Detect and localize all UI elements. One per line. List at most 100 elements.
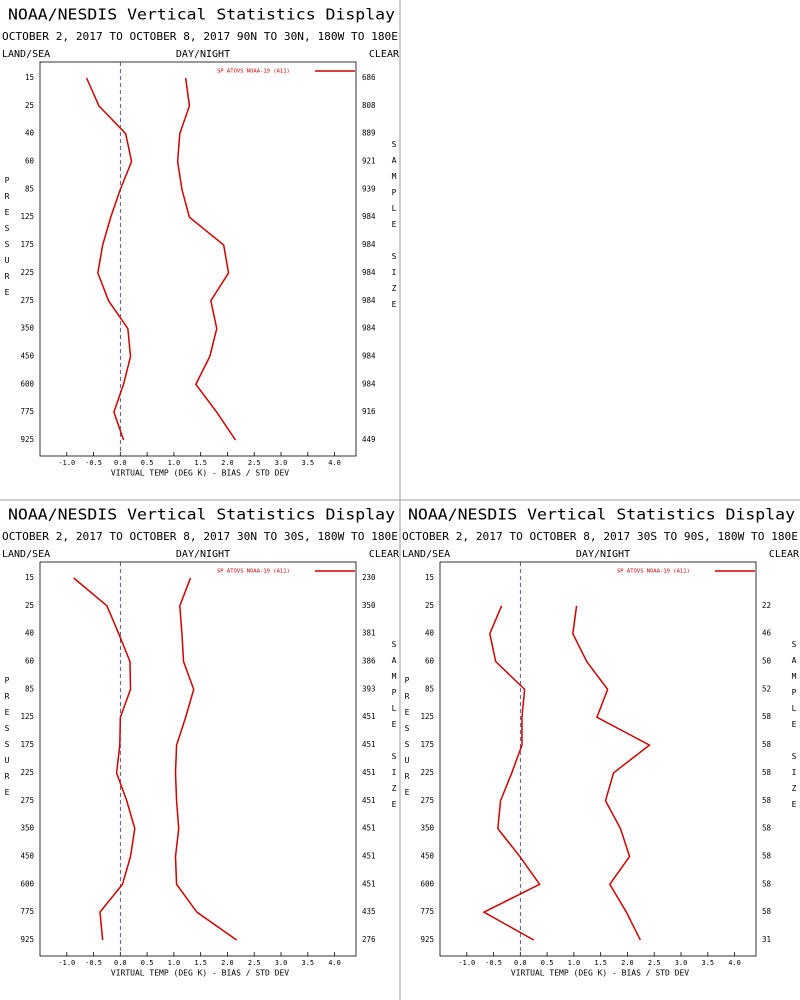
sample-size: 451 [362,796,376,805]
pressure-label: 175 [20,240,34,249]
x-tick-label: 3.0 [275,959,288,967]
pressure-label: 40 [25,629,35,638]
x-tick-label: 3.0 [675,959,688,967]
std-dev-line [174,577,237,941]
sample-size: 451 [362,768,376,777]
y2-axis-label: SAMPLE SIZE [390,140,399,316]
sample-size: 451 [362,824,376,833]
x-tick-label: 1.5 [594,959,607,967]
x-tick-label: -0.5 [85,459,102,467]
pressure-label: 600 [20,379,34,388]
x-tick-label: 2.0 [221,959,234,967]
pressure-label: 25 [25,101,34,110]
sample-size: 984 [362,379,376,388]
pressure-label: 85 [425,684,434,693]
x-tick-label: 2.5 [648,959,661,967]
x-tick-label: -1.0 [58,959,75,967]
sample-size: 386 [362,657,376,666]
x-tick-label: 1.5 [194,959,207,967]
plot-frame [39,61,357,457]
day-night-label: DAY/NIGHT [176,549,230,560]
pressure-label: 275 [420,796,434,805]
pressure-label: 600 [420,879,434,888]
sample-size: 58 [762,712,772,721]
plot-frame [39,561,357,957]
pressure-label: 60 [425,657,435,666]
plot-frame [439,561,757,957]
sample-size: 52 [762,684,771,693]
pressure-label: 225 [420,768,434,777]
sample-size: 276 [362,935,376,944]
sample-size: 22 [762,601,771,610]
pressure-label: 175 [420,740,434,749]
land-sea-label: LAND/SEA [402,549,450,560]
x-tick-label: 1.0 [168,959,181,967]
sample-size: 58 [762,824,772,833]
pressure-label: 350 [20,824,34,833]
sample-size: 393 [362,684,376,693]
x-axis-label: VIRTUAL TEMP (DEG K) - BIAS / STD DEV [111,469,289,478]
pressure-label: 60 [25,157,35,166]
x-tick-label: 0.0 [514,959,527,967]
sample-size: 451 [362,712,376,721]
chart-subtitle: OCTOBER 2, 2017 TO OCTOBER 8, 2017 90N T… [2,31,398,43]
sample-size: 939 [362,184,376,193]
sample-size: 58 [762,851,772,860]
x-tick-label: 2.0 [221,459,234,467]
x-tick-label: 0.0 [114,959,127,967]
legend-label: SP ATOVS NOAA-19 (A11) [217,69,290,75]
x-tick-label: 0.5 [141,459,154,467]
y-axis-label: PRESSURE [3,176,12,304]
x-tick-label: 3.0 [275,459,288,467]
x-tick-label: -0.5 [485,959,502,967]
pressure-label: 775 [20,907,34,916]
chart-subtitle: OCTOBER 2, 2017 TO OCTOBER 8, 2017 30S T… [402,531,798,543]
sample-size: 984 [362,351,376,360]
y2-axis-label: SAMPLE SIZE [790,640,799,816]
pressure-label: 125 [420,712,434,721]
land-sea-label: LAND/SEA [2,549,50,560]
pressure-label: 175 [20,740,34,749]
bias-line [85,77,133,441]
pressure-label: 60 [25,657,35,666]
y-axis-label: PRESSURE [403,676,412,804]
sample-size: 381 [362,629,376,638]
pressure-label: 225 [20,768,34,777]
bias-line [73,577,136,941]
sample-size: 58 [762,796,772,805]
pressure-label: 85 [25,684,34,693]
sample-size: 984 [362,296,376,305]
sample-size: 58 [762,879,772,888]
sample-size: 984 [362,324,376,333]
pressure-label: 450 [20,851,34,860]
x-tick-label: 0.5 [541,959,554,967]
x-tick-label: 2.0 [621,959,634,967]
pressure-label: 450 [420,851,434,860]
pressure-label: 350 [20,324,34,333]
x-tick-label: 3.5 [701,959,714,967]
pressure-label: 15 [425,573,434,582]
pressure-label: 450 [20,351,34,360]
sample-size: 984 [362,240,376,249]
chart-title: NOAA/NESDIS Vertical Statistics Display [408,506,795,524]
pressure-label: 40 [25,129,35,138]
sample-size: 50 [762,657,772,666]
sample-size: 921 [362,157,376,166]
sample-size: 449 [362,435,376,444]
x-tick-label: -1.0 [58,459,75,467]
y-axis-label: PRESSURE [3,676,12,804]
clear-label: CLEAR [769,549,800,560]
sample-size: 58 [762,768,772,777]
x-tick-label: 4.0 [328,959,341,967]
x-tick-label: 3.5 [301,959,314,967]
x-tick-label: 2.5 [248,959,261,967]
sample-size: 350 [362,601,376,610]
sample-size: 230 [362,573,376,582]
x-axis-label: VIRTUAL TEMP (DEG K) - BIAS / STD DEV [511,969,689,978]
day-night-label: DAY/NIGHT [176,49,230,60]
pressure-label: 275 [20,796,34,805]
chart-title: NOAA/NESDIS Vertical Statistics Display [8,506,395,524]
legend-label: SP ATOVS NOAA-19 (A11) [217,569,290,575]
sample-size: 451 [362,851,376,860]
